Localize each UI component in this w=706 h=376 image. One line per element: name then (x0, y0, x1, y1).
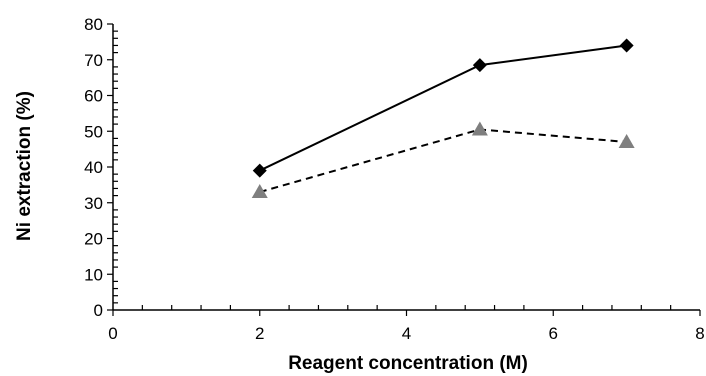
series-2-point (471, 121, 488, 136)
x-tick-label: 0 (108, 324, 117, 343)
y-axis-title: Ni extraction (%) (14, 91, 35, 241)
series-2-point (618, 133, 635, 148)
series-2-line (259, 128, 627, 193)
x-axis-title: Reagent concentration (M) (288, 353, 528, 374)
y-tick-label: 0 (94, 301, 103, 320)
y-tick-label: 80 (84, 15, 103, 34)
y-tick-label: 10 (84, 265, 103, 284)
series-2-point (251, 184, 268, 199)
y-tick-label: 30 (84, 194, 103, 213)
x-tick-label: 2 (255, 324, 264, 343)
y-tick-label: 20 (84, 230, 103, 249)
series-1-point (619, 38, 634, 53)
series-1-point (472, 58, 487, 73)
x-tick-label: 6 (549, 324, 558, 343)
y-tick-label: 60 (84, 87, 103, 106)
x-tick-label: 4 (402, 324, 411, 343)
x-tick-label: 8 (695, 324, 704, 343)
series-1-point (252, 163, 267, 178)
series-1-line (259, 44, 627, 172)
tick-labels: 0 10 20 30 40 50 60 70 80 0 2 4 6 8 (84, 15, 705, 343)
axes (112, 24, 700, 311)
y-tick-label: 40 (84, 158, 103, 177)
tick-marks (107, 23, 701, 316)
y-tick-label: 70 (84, 51, 103, 70)
y-tick-label: 50 (84, 122, 103, 141)
series-group (251, 38, 635, 199)
